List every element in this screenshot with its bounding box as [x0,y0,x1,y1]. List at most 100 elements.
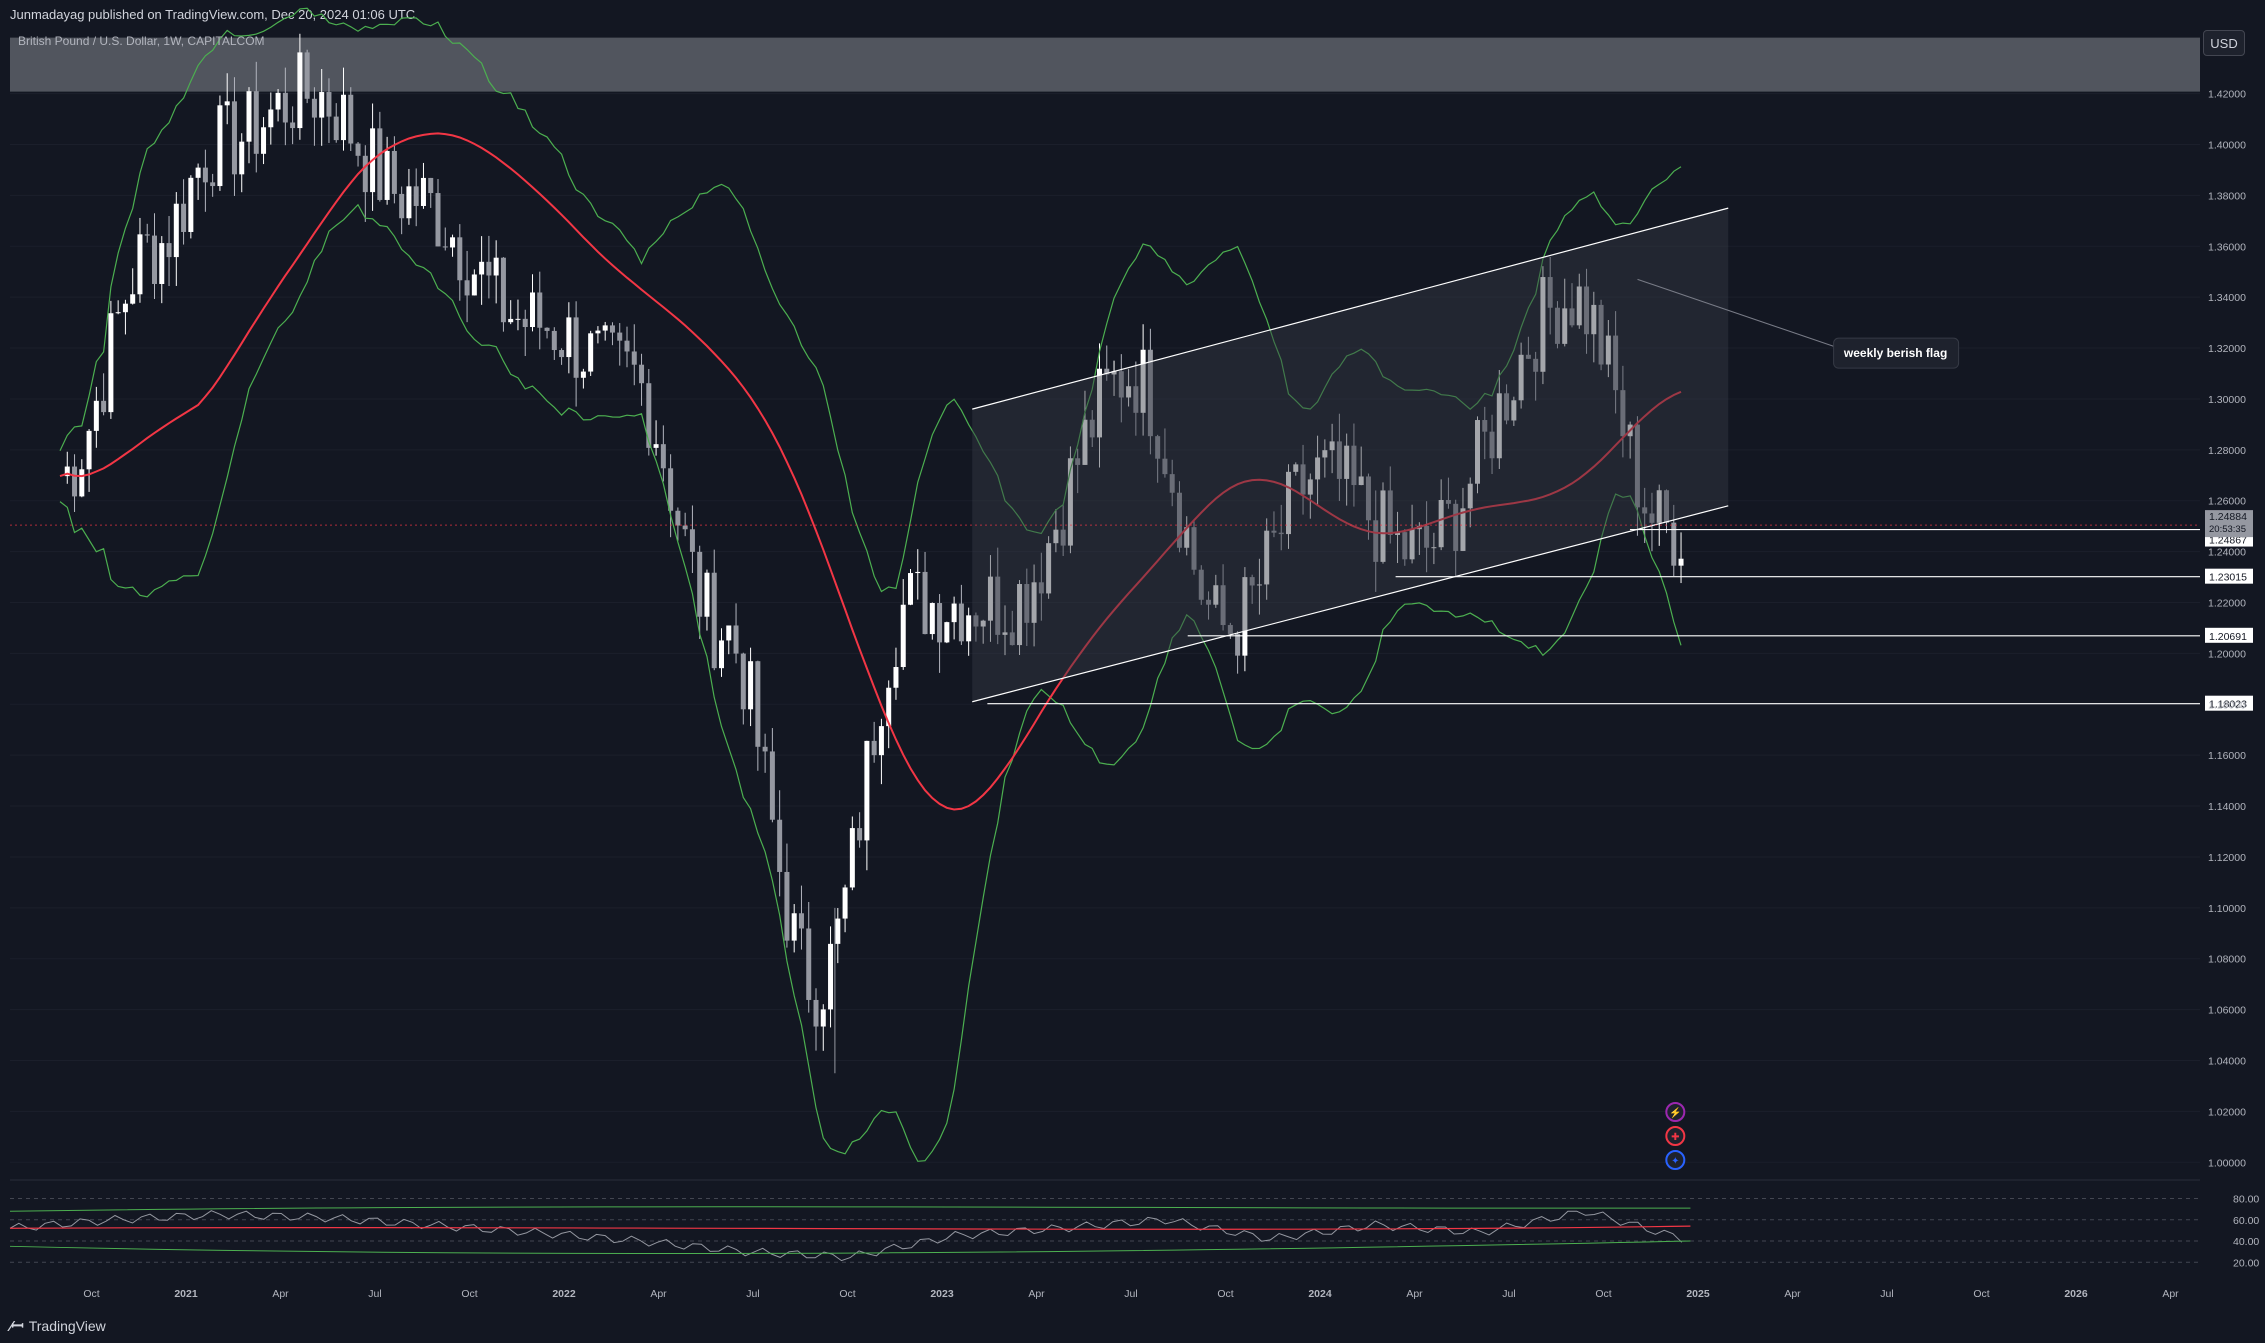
candle-body [1649,513,1655,523]
candle-body [1358,476,1364,486]
bottom-bar [0,1308,2265,1343]
time-tick-label: Apr [1406,1288,1423,1300]
price-tick-label: 1.24000 [2208,547,2246,559]
candle-body [420,177,426,206]
candle-body [1605,335,1611,365]
candle-body [471,274,477,296]
candle-body [1504,393,1510,421]
candle-body [479,261,485,275]
candle-body [1126,386,1132,398]
candle-body [181,203,187,232]
rsi-tick-label: 40.00 [2233,1236,2259,1248]
time-tick-label: Oct [461,1288,477,1300]
candle-body [311,98,317,118]
candle-body [573,317,579,378]
candle-body [624,340,630,352]
candle-body [1453,503,1459,551]
rsi-band-upper [9,1206,1691,1212]
candle-body [1431,547,1437,549]
tradingview-logo[interactable]: ⁄ꟷ TradingView [10,1316,106,1336]
candle-body [486,261,492,276]
candle-body [384,150,390,200]
time-tick-label: Jul [1880,1288,1893,1300]
channel-upper-line [972,207,1729,410]
candle-body [1511,400,1517,421]
candle-body [828,943,834,1010]
candle-body [1053,529,1059,544]
resistance-zone [10,37,2200,92]
candle-body [820,1009,826,1027]
candle-body [406,186,412,219]
candle-body [152,235,157,284]
level-tag-label: 1.23015 [2209,572,2247,584]
price-tick-label: 1.12000 [2208,852,2246,864]
candle-body [1656,490,1662,523]
candle-body [391,150,397,194]
candle-body [1075,458,1081,465]
candles [64,33,1684,1074]
candle-body [377,128,383,200]
candle-body [1322,450,1328,458]
candle-body [580,371,586,378]
candle-body [304,52,310,99]
candle-body [1220,585,1226,626]
candle-body [762,746,768,752]
candle-body [1031,582,1037,623]
time-tick-label: 2024 [1308,1288,1332,1300]
candle-body [493,257,499,276]
bollinger-lower [59,203,1682,1162]
candle-body [726,625,732,641]
candle-body [755,661,761,747]
candle-body [544,327,550,331]
candle-body [697,551,703,617]
candle-body [1249,577,1255,586]
candle-body [929,603,935,635]
candle-body [1242,577,1248,656]
lightning-icon: ⚡ [1665,1102,1686,1122]
candle-body [1256,584,1262,586]
candle-body [944,622,950,643]
candle-body [719,640,724,669]
price-tick-label: 1.04000 [2208,1056,2246,1068]
candle-body [1293,464,1299,472]
svg-text:⚡: ⚡ [1669,1106,1681,1119]
time-tick-label: Oct [1973,1288,1989,1300]
candle-body [1315,457,1321,480]
candle-body [341,94,346,141]
annotation-pointer [1637,278,1854,354]
tradingview-logo-text: TradingView [28,1318,106,1334]
candle-body [130,294,136,304]
annotation-box [1833,337,1960,369]
candle-body [878,726,884,756]
candle-body [1554,307,1560,344]
level-tag-label: 1.18023 [2209,699,2247,711]
candle-body [1540,277,1546,372]
candle-body [1147,349,1153,437]
candle-body [1395,532,1401,535]
candle-body [798,913,804,929]
svg-text:✚: ✚ [1671,1132,1679,1143]
candle-body [428,177,434,194]
candle-body [1373,520,1379,562]
candle-body [893,667,899,688]
currency-button[interactable]: USD [2203,30,2245,56]
candle-body [1525,354,1531,359]
candle-body [1089,419,1095,438]
us-flag-icon: ✦ [1665,1150,1686,1170]
candle-body [1097,368,1102,438]
price-tick-label: 1.10000 [2208,903,2246,915]
candle-body [777,819,783,872]
candle-body [711,572,717,669]
time-tick-label: Apr [1784,1288,1801,1300]
candle-body [1678,558,1684,566]
uk-flag-icon: ✚ [1665,1126,1686,1146]
time-tick-label: Jul [368,1288,381,1300]
candle-body [1169,474,1175,493]
candle-body [137,234,143,295]
candle-body [442,246,448,248]
time-tick-label: Oct [1595,1288,1611,1300]
candle-body [166,243,172,258]
candle-body [813,999,819,1027]
candle-body [1489,431,1495,459]
